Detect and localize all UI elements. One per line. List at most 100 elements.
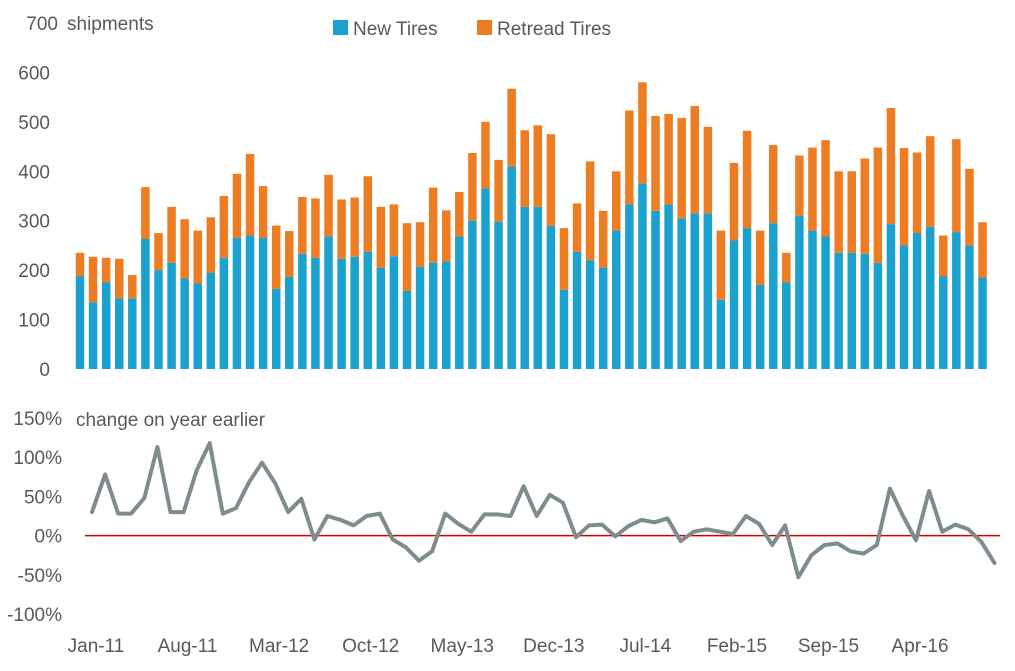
shipments-y-axis: 0 100 200 300 400 500 600 700: [18, 14, 58, 381]
bar-new-tires: [625, 204, 634, 369]
x-tick-label: Mar-12: [249, 636, 309, 657]
change-line-series: [90, 441, 997, 580]
bar-retread-tires: [598, 210, 608, 268]
bar-new-tires: [101, 282, 111, 369]
bar-retread-tires: [860, 158, 870, 254]
bar-new-tires: [128, 298, 137, 369]
bar-new-tires: [520, 206, 529, 369]
change-y-tick-label: -100%: [7, 605, 62, 626]
bar-new-tires: [376, 267, 386, 369]
x-axis: Jan-11 Aug-11 Mar-12 Oct-12 May-13 Dec-13 Jul-…: [68, 636, 949, 657]
bar-new-tires: [441, 261, 451, 369]
bar-retread-tires: [664, 113, 673, 205]
bar-new-tires: [415, 266, 425, 369]
bar-retread-tires: [782, 252, 791, 283]
bar-new-tires: [363, 251, 373, 369]
bar-retread-tires: [337, 199, 346, 259]
bar-retread-tires: [245, 153, 255, 236]
bar-retread-tires: [546, 134, 556, 226]
bar-retread-tires: [402, 223, 412, 291]
bar-new-tires: [114, 298, 124, 369]
bar-new-tires: [75, 276, 85, 369]
bar-retread-tires: [154, 233, 163, 271]
bar-new-tires: [690, 213, 700, 369]
bar-new-tires: [755, 284, 765, 369]
bar-retread-tires: [389, 204, 399, 257]
x-tick-label: Jan-11: [68, 636, 125, 657]
bar-new-tires: [899, 245, 909, 369]
bar-new-tires: [886, 224, 896, 369]
bar-retread-tires: [167, 206, 176, 263]
bar-retread-tires: [625, 110, 634, 205]
bar-new-tires: [507, 166, 516, 369]
legend-swatch-new-tires: [333, 20, 348, 35]
bar-retread-tires: [114, 258, 124, 299]
shipments-y-tick-label: 400: [18, 162, 50, 183]
bar-new-tires: [298, 253, 307, 369]
bar-new-tires: [834, 252, 843, 369]
bar-new-tires: [912, 233, 922, 369]
bar-retread-tires: [729, 162, 739, 241]
bar-retread-tires: [206, 217, 216, 273]
change-y-tick-label: -50%: [18, 566, 62, 587]
bar-new-tires: [324, 236, 333, 369]
bar-retread-tires: [376, 206, 386, 268]
bar-new-tires: [455, 236, 464, 369]
bar-retread-tires: [939, 235, 948, 277]
bar-new-tires: [860, 253, 870, 369]
bar-retread-tires: [455, 192, 464, 237]
bar-new-tires: [978, 277, 987, 369]
stacked-bars: [75, 82, 987, 369]
bar-new-tires: [716, 299, 726, 369]
bar-retread-tires: [141, 187, 150, 240]
bar-retread-tires: [88, 256, 98, 303]
bar-new-tires: [742, 228, 752, 369]
shipments-y-tick-label: 600: [18, 63, 50, 84]
bar-new-tires: [245, 235, 255, 369]
bar-new-tires: [598, 267, 608, 369]
bar-retread-tires: [180, 219, 189, 279]
change-y-tick-label: 0%: [35, 527, 63, 548]
x-tick-label: Feb-15: [707, 636, 767, 657]
bar-retread-tires: [585, 161, 595, 261]
bar-retread-tires: [572, 203, 582, 252]
bar-new-tires: [428, 262, 438, 369]
x-tick-label: Dec-13: [523, 636, 584, 657]
bar-new-tires: [350, 256, 359, 369]
change-panel: -100% -50% 0% 50% 100% 150% change on year ea…: [7, 409, 1000, 626]
bar-new-tires: [847, 252, 856, 369]
bar-new-tires: [612, 230, 621, 369]
bar-retread-tires: [886, 108, 896, 225]
change-line: [90, 441, 997, 580]
bar-retread-tires: [193, 230, 202, 284]
bar-new-tires: [88, 302, 98, 369]
x-tick-label: Apr-16: [892, 636, 949, 657]
change-y-tick-label: 100%: [13, 448, 62, 469]
bar-retread-tires: [75, 252, 85, 277]
bar-retread-tires: [716, 230, 726, 300]
change-y-tick-label: 150%: [13, 409, 62, 430]
bar-new-tires: [585, 260, 595, 369]
bar-retread-tires: [952, 139, 961, 233]
change-y-tick-label: 50%: [24, 487, 62, 508]
bar-retread-tires: [703, 126, 713, 214]
bar-retread-tires: [965, 168, 974, 246]
x-tick-label: Sep-15: [798, 636, 859, 657]
bar-retread-tires: [507, 88, 516, 167]
bar-retread-tires: [559, 228, 569, 290]
bar-retread-tires: [677, 117, 686, 219]
legend: New Tires Retread Tires: [333, 19, 611, 40]
bar-retread-tires: [311, 198, 320, 258]
bar-retread-tires: [912, 152, 922, 234]
bar-retread-tires: [768, 145, 778, 224]
bar-new-tires: [821, 236, 830, 369]
bar-retread-tires: [324, 174, 333, 237]
bar-new-tires: [873, 262, 883, 369]
bar-retread-tires: [533, 125, 543, 207]
bar-retread-tires: [415, 222, 425, 267]
bar-retread-tires: [520, 130, 529, 207]
bar-new-tires: [167, 262, 176, 369]
shipments-title: shipments: [67, 14, 154, 35]
